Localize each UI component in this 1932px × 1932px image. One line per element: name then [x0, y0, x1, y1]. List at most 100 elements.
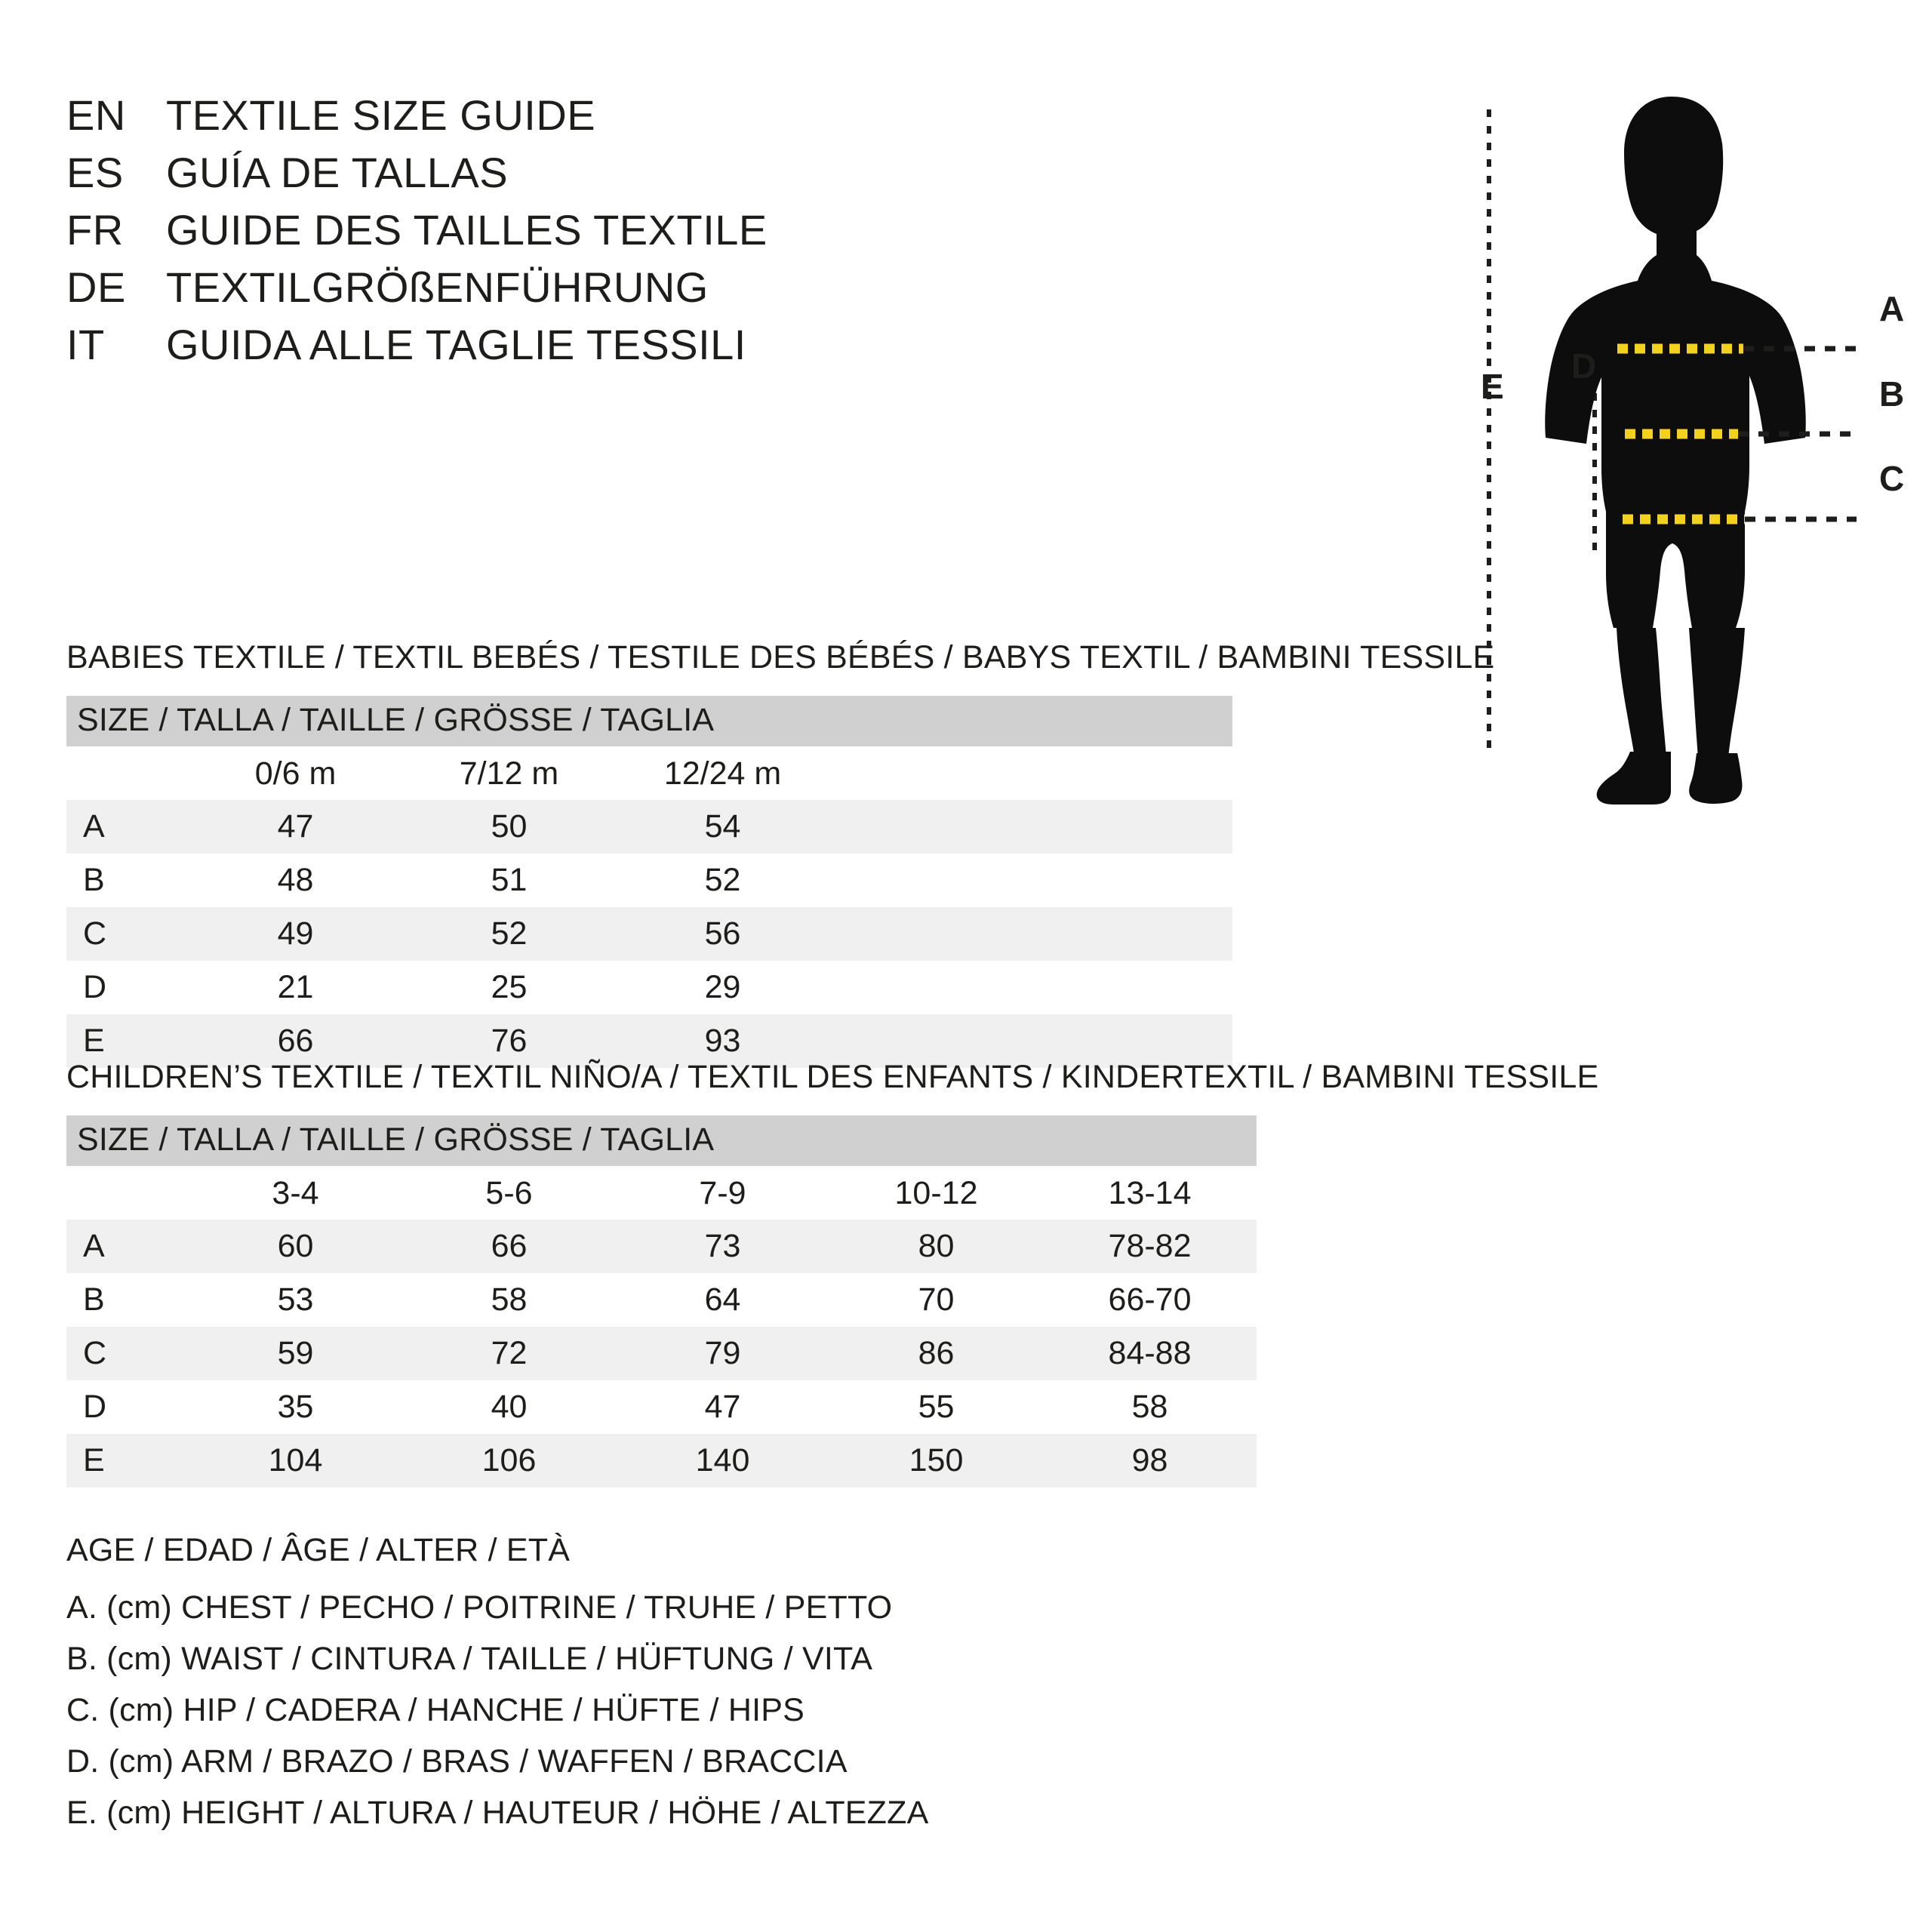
- babies-cell-a-pad: [829, 800, 1232, 854]
- language-code-it: IT: [66, 321, 105, 368]
- children-size-bar-row: SIZE / TALLA / TAILLE / GRÖSSE / TAGLIA: [66, 1115, 1257, 1166]
- babies-cell-b-1: 51: [491, 862, 528, 898]
- children-size-bar-label: SIZE / TALLA / TAILLE / GRÖSSE / TAGLIA: [66, 1115, 1257, 1166]
- figure-label-e: E: [1481, 367, 1504, 406]
- babies-row-label-b: B: [83, 862, 105, 898]
- babies-column-header-2: 12/24 m: [616, 746, 829, 800]
- children-corner-cell: [66, 1166, 189, 1220]
- figure-label-c: C: [1879, 459, 1905, 498]
- legend-item-b: B. (cm) WAIST / CINTURA / TAILLE / HÜFTU…: [66, 1641, 873, 1677]
- babies-corner-cell: [66, 746, 189, 800]
- legend-item-d: D. (cm) ARM / BRAZO / BRAS / WAFFEN / BR…: [66, 1743, 848, 1780]
- babies-column-header-0: 0/6 m: [189, 746, 402, 800]
- language-code-de: DE: [66, 263, 126, 311]
- table-row: D 21 25 29: [66, 961, 1232, 1014]
- children-cell-c-0: 59: [189, 1327, 402, 1380]
- children-column-header-1: 5-6: [402, 1166, 616, 1220]
- babies-cell-d-pad: [829, 961, 1232, 1014]
- legend-item-a: A. (cm) CHEST / PECHO / POITRINE / TRUHE…: [66, 1589, 893, 1626]
- babies-header-spacer: [829, 746, 1232, 800]
- babies-size-bar-label: SIZE / TALLA / TAILLE / GRÖSSE / TAGLIA: [66, 696, 1232, 746]
- babies-cell-c-1: 52: [402, 907, 616, 961]
- children-cell-a-2: 73: [616, 1220, 829, 1273]
- children-cell-d-2: 47: [704, 1389, 741, 1425]
- babies-cell-d-0: 21: [277, 969, 314, 1005]
- children-cell-b-0: 53: [277, 1281, 314, 1318]
- children-cell-e-3: 150: [829, 1434, 1043, 1487]
- legend-age-line: AGE / EDAD / ÂGE / ALTER / ETÀ: [66, 1532, 571, 1568]
- babies-cell-e-0: 66: [189, 1014, 402, 1068]
- children-cell-e-1: 106: [402, 1434, 616, 1487]
- language-header-block: EN TEXTILE SIZE GUIDE ES GUÍA DE TALLAS …: [66, 91, 1349, 377]
- babies-cell-a-2: 54: [616, 800, 829, 854]
- children-cell-a-0: 60: [189, 1220, 402, 1273]
- language-row-es: ES GUÍA DE TALLAS: [66, 148, 1349, 205]
- children-cell-e-2: 140: [616, 1434, 829, 1487]
- children-cell-d-0: 35: [277, 1389, 314, 1425]
- babies-cell-e-2: 93: [616, 1014, 829, 1068]
- children-column-header-4: 13-14: [1043, 1166, 1257, 1220]
- children-cell-e-0: 104: [189, 1434, 402, 1487]
- children-cell-a-4: 78-82: [1043, 1220, 1257, 1273]
- table-row: B 53 58 64 70 66-70: [66, 1273, 1257, 1327]
- legend-item-c: C. (cm) HIP / CADERA / HANCHE / HÜFTE / …: [66, 1692, 805, 1728]
- children-cell-b-1: 58: [491, 1281, 528, 1318]
- children-column-header-row: 3-4 5-6 7-9 10-12 13-14: [66, 1166, 1257, 1220]
- children-cell-d-4: 58: [1131, 1389, 1168, 1425]
- children-cell-d-3: 55: [918, 1389, 955, 1425]
- babies-column-header-1: 7/12 m: [402, 746, 616, 800]
- babies-cell-a-0: 47: [189, 800, 402, 854]
- children-column-header-2: 7-9: [616, 1166, 829, 1220]
- language-title-fr: GUIDE DES TAILLES TEXTILE: [166, 206, 768, 254]
- language-code-es: ES: [66, 149, 124, 196]
- babies-section-title: BABIES TEXTILE / TEXTIL BEBÉS / TESTILE …: [66, 639, 1495, 675]
- babies-cell-a-1: 50: [402, 800, 616, 854]
- babies-row-label-e: E: [66, 1014, 189, 1068]
- children-cell-b-3: 70: [918, 1281, 955, 1318]
- babies-cell-d-1: 25: [491, 969, 528, 1005]
- babies-row-label-a: A: [66, 800, 189, 854]
- children-column-header-3: 10-12: [829, 1166, 1043, 1220]
- babies-size-table: SIZE / TALLA / TAILLE / GRÖSSE / TAGLIA …: [66, 696, 1232, 1068]
- figure-label-b: B: [1879, 374, 1905, 414]
- children-cell-c-4: 84-88: [1043, 1327, 1257, 1380]
- children-cell-c-3: 86: [829, 1327, 1043, 1380]
- children-row-label-d: D: [83, 1389, 107, 1425]
- language-title-de: TEXTILGRÖßENFÜHRUNG: [166, 263, 709, 311]
- table-row: D 35 40 47 55 58: [66, 1380, 1257, 1434]
- babies-row-label-c: C: [66, 907, 189, 961]
- figure-label-a: A: [1879, 289, 1905, 328]
- children-row-label-e: E: [66, 1434, 189, 1487]
- babies-size-bar-row: SIZE / TALLA / TAILLE / GRÖSSE / TAGLIA: [66, 696, 1232, 746]
- language-row-fr: FR GUIDE DES TAILLES TEXTILE: [66, 205, 1349, 263]
- children-cell-b-2: 64: [704, 1281, 741, 1318]
- language-title-en: TEXTILE SIZE GUIDE: [166, 91, 596, 139]
- language-code-fr: FR: [66, 206, 124, 254]
- child-body-silhouette: [1545, 97, 1806, 804]
- language-row-it: IT GUIDA ALLE TAGLIE TESSILI: [66, 320, 1349, 377]
- babies-cell-c-2: 56: [616, 907, 829, 961]
- children-cell-e-4: 98: [1043, 1434, 1257, 1487]
- child-silhouette-figure: [1487, 97, 1857, 804]
- babies-row-label-d: D: [83, 969, 107, 1005]
- children-row-label-b: B: [83, 1281, 105, 1318]
- table-row: A 60 66 73 80 78-82: [66, 1220, 1257, 1273]
- children-cell-b-4: 66-70: [1108, 1281, 1192, 1318]
- babies-cell-e-1: 76: [402, 1014, 616, 1068]
- babies-cell-b-pad: [829, 854, 1232, 907]
- children-row-label-a: A: [66, 1220, 189, 1273]
- table-row: E 104 106 140 150 98: [66, 1434, 1257, 1487]
- language-title-es: GUÍA DE TALLAS: [166, 149, 509, 196]
- language-title-it: GUIDA ALLE TAGLIE TESSILI: [166, 321, 746, 368]
- figure-label-d: D: [1571, 346, 1597, 386]
- measurement-figure-panel: A B C D E: [1404, 45, 1932, 815]
- babies-column-header-row: 0/6 m 7/12 m 12/24 m: [66, 746, 1232, 800]
- legend-item-e: E. (cm) HEIGHT / ALTURA / HAUTEUR / HÖHE…: [66, 1795, 929, 1831]
- babies-cell-d-2: 29: [704, 969, 741, 1005]
- children-cell-d-1: 40: [491, 1389, 528, 1425]
- table-row: A 47 50 54: [66, 800, 1232, 854]
- language-code-en: EN: [66, 91, 126, 139]
- children-cell-c-2: 79: [616, 1327, 829, 1380]
- language-row-en: EN TEXTILE SIZE GUIDE: [66, 91, 1349, 148]
- language-row-de: DE TEXTILGRÖßENFÜHRUNG: [66, 263, 1349, 320]
